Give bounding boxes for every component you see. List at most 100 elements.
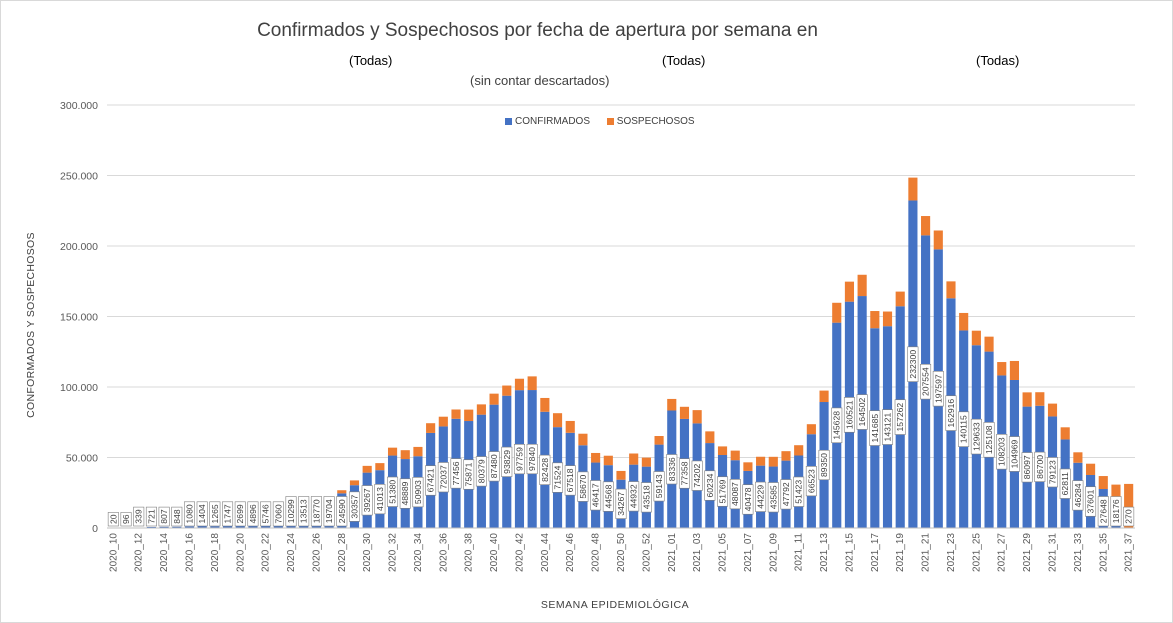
bar-sospechosos[interactable] (1086, 463, 1096, 475)
filter-label-2[interactable]: (Todas) (662, 53, 706, 68)
bar-sospechosos[interactable] (552, 413, 563, 428)
bar-sospechosos[interactable] (908, 177, 918, 201)
bar-sospechosos[interactable] (489, 393, 499, 405)
bar-sospechosos[interactable] (895, 291, 905, 307)
bar-sospechosos[interactable] (565, 420, 575, 433)
x-tick-label: 2021_29 (1022, 533, 1033, 572)
data-label: 47792 (781, 482, 791, 506)
bar-sospechosos[interactable] (1124, 483, 1134, 528)
bar-sospechosos[interactable] (679, 406, 690, 419)
bar-sospechosos[interactable] (578, 433, 588, 446)
bar-sospechosos[interactable] (527, 376, 537, 391)
bar-sospechosos[interactable] (464, 409, 474, 422)
bar-sospechosos[interactable] (1098, 476, 1108, 490)
bar-sospechosos[interactable] (743, 462, 753, 471)
bar-confirmados[interactable] (172, 526, 182, 528)
bar-confirmados[interactable] (159, 526, 169, 528)
bar-confirmados[interactable] (197, 526, 207, 528)
data-label-box (387, 476, 399, 507)
bar-sospechosos[interactable] (768, 456, 778, 467)
bar-confirmados[interactable] (222, 525, 233, 528)
x-tick-label: 2021_35 (1098, 533, 1109, 572)
bar-confirmados[interactable] (210, 526, 220, 528)
data-label: 40478 (743, 487, 753, 511)
bar-sospechosos[interactable] (1073, 452, 1083, 463)
bar-sospechosos[interactable] (717, 446, 728, 456)
bar-sospechosos[interactable] (514, 378, 525, 391)
bar-sospechosos[interactable] (451, 409, 461, 419)
bar-sospechosos[interactable] (971, 330, 981, 346)
y-tick-label: 150.000 (60, 312, 98, 324)
bar-sospechosos[interactable] (1022, 392, 1032, 407)
bar-sospechosos[interactable] (781, 451, 791, 461)
bar-sospechosos[interactable] (870, 311, 880, 329)
bar-sospechosos[interactable] (844, 281, 855, 302)
bar-sospechosos[interactable] (375, 463, 385, 471)
bar-sospechosos[interactable] (654, 436, 664, 445)
bar-sospechosos[interactable] (629, 453, 639, 465)
bar-sospechosos[interactable] (476, 404, 486, 415)
data-label-box (958, 411, 970, 447)
bar-sospechosos[interactable] (400, 450, 410, 460)
data-label: 43518 (641, 485, 651, 509)
bar-sospechosos[interactable] (692, 410, 702, 424)
data-label-box (1097, 496, 1109, 527)
data-label: 10299 (286, 499, 296, 523)
bar-sospechosos[interactable] (984, 336, 994, 352)
data-label-box (425, 465, 437, 496)
legend-item-confirmados[interactable]: CONFIRMADOS (505, 116, 590, 127)
legend-item-sospechosos[interactable]: SOSPECHOSOS (606, 116, 695, 127)
data-label: 67421 (426, 468, 436, 492)
bar-sospechosos[interactable] (921, 216, 931, 236)
bar-sospechosos[interactable] (591, 452, 601, 463)
bar-sospechosos[interactable] (705, 431, 715, 444)
data-label: 19704 (324, 499, 334, 523)
bar-sospechosos[interactable] (1009, 360, 1020, 380)
data-label-box (1047, 457, 1059, 488)
data-label: 59143 (654, 474, 664, 498)
bar-sospechosos[interactable] (933, 230, 943, 250)
data-label-box (678, 458, 690, 489)
bar-sospechosos[interactable] (794, 445, 804, 456)
bar-confirmados[interactable] (184, 526, 195, 528)
filter-label-3[interactable]: (Todas) (976, 53, 1020, 68)
bar-sospechosos[interactable] (756, 456, 766, 466)
bar-sospechosos[interactable] (806, 424, 816, 435)
bar-sospechosos[interactable] (362, 465, 372, 473)
bar-sospechosos[interactable] (1111, 484, 1121, 503)
data-label: 145628 (832, 411, 842, 440)
data-label: 74202 (692, 464, 702, 488)
bar-sospechosos[interactable] (959, 312, 969, 331)
bar-sospechosos[interactable] (667, 398, 677, 411)
bar-sospechosos[interactable] (1035, 392, 1045, 406)
x-tick-label: 2020_50 (616, 533, 627, 572)
x-tick-label: 2021_19 (895, 533, 906, 572)
bar-sospechosos[interactable] (1060, 427, 1070, 440)
bar-sospechosos[interactable] (540, 397, 550, 412)
data-label-box (145, 506, 157, 527)
bar-sospechosos[interactable] (730, 450, 740, 461)
bar-sospechosos[interactable] (616, 470, 626, 480)
bar-sospechosos[interactable] (337, 490, 347, 494)
bar-sospechosos[interactable] (502, 385, 512, 396)
data-label: 197597 (933, 374, 943, 403)
filter-label-1[interactable]: (Todas) (349, 53, 393, 68)
bar-sospechosos[interactable] (819, 390, 829, 403)
bar-sospechosos[interactable] (438, 416, 448, 427)
bar-sospechosos[interactable] (832, 302, 842, 323)
bar-sospechosos[interactable] (882, 311, 893, 327)
bar-sospechosos[interactable] (997, 362, 1007, 376)
x-tick-label: 2020_34 (413, 533, 424, 572)
data-label: 27648 (1098, 499, 1108, 523)
bar-sospechosos[interactable] (603, 455, 613, 466)
bar-sospechosos[interactable] (387, 447, 398, 456)
bar-sospechosos[interactable] (413, 446, 423, 457)
bar-sospechosos[interactable] (857, 274, 867, 297)
bar-sospechosos[interactable] (1047, 403, 1058, 417)
bar-sospechosos[interactable] (426, 423, 436, 433)
bar-sospechosos[interactable] (641, 457, 651, 467)
bar-confirmados[interactable] (146, 526, 156, 528)
bar-sospechosos[interactable] (349, 480, 360, 486)
bar-sospechosos[interactable] (946, 281, 956, 299)
data-label-box (552, 462, 564, 493)
